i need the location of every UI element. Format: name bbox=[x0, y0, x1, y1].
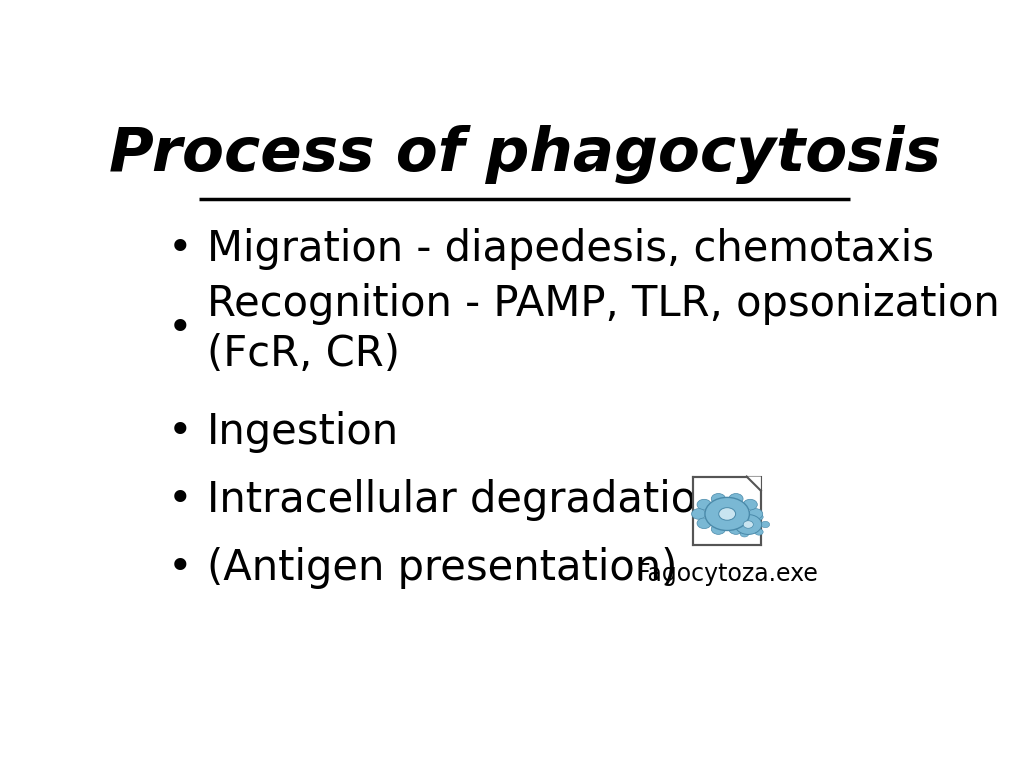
Circle shape bbox=[729, 517, 737, 524]
Circle shape bbox=[743, 518, 758, 528]
Circle shape bbox=[749, 508, 763, 519]
Circle shape bbox=[697, 499, 712, 510]
Circle shape bbox=[743, 499, 758, 510]
Bar bbox=[693, 476, 761, 545]
Circle shape bbox=[705, 498, 750, 531]
Circle shape bbox=[691, 508, 706, 519]
Text: Fagocytoza.exe: Fagocytoza.exe bbox=[636, 562, 818, 586]
Circle shape bbox=[761, 521, 770, 528]
Text: •: • bbox=[167, 411, 191, 453]
Circle shape bbox=[712, 524, 725, 535]
Text: Migration - diapedesis, chemotaxis: Migration - diapedesis, chemotaxis bbox=[207, 228, 934, 270]
Text: •: • bbox=[167, 308, 191, 349]
Circle shape bbox=[729, 524, 743, 535]
Text: Ingestion: Ingestion bbox=[207, 411, 399, 453]
Circle shape bbox=[743, 521, 754, 528]
Circle shape bbox=[740, 531, 749, 537]
Text: Recognition - PAMP, TLR, opsonization
(FcR, CR): Recognition - PAMP, TLR, opsonization (F… bbox=[207, 283, 1000, 375]
Circle shape bbox=[697, 518, 712, 528]
Text: •: • bbox=[167, 479, 191, 521]
Circle shape bbox=[740, 512, 749, 518]
Circle shape bbox=[735, 515, 762, 535]
Circle shape bbox=[712, 494, 725, 504]
Text: •: • bbox=[167, 228, 191, 270]
Circle shape bbox=[729, 494, 743, 504]
Text: •: • bbox=[167, 548, 191, 589]
Text: Intracellular degradation: Intracellular degradation bbox=[207, 479, 723, 521]
Circle shape bbox=[719, 508, 735, 520]
Circle shape bbox=[755, 514, 763, 520]
Circle shape bbox=[755, 529, 763, 535]
Text: (Antigen presentation): (Antigen presentation) bbox=[207, 548, 678, 589]
Text: Process of phagocytosis: Process of phagocytosis bbox=[109, 124, 941, 184]
Polygon shape bbox=[746, 476, 761, 491]
Circle shape bbox=[729, 525, 737, 531]
